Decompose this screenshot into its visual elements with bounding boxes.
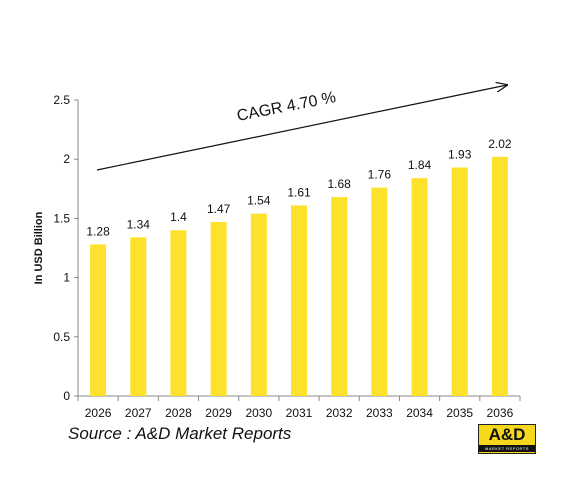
bar <box>170 230 187 396</box>
cagr-arrow <box>96 85 507 171</box>
bar-value-label: 1.54 <box>247 194 271 208</box>
bar-value-label: 1.4 <box>170 210 187 224</box>
bar <box>291 205 307 396</box>
bar <box>411 178 428 396</box>
y-axis-title: In USD Billion <box>33 211 45 284</box>
bar-value-label: 1.76 <box>368 168 392 182</box>
bar-value-label: 1.47 <box>207 202 231 216</box>
bar-value-label: 1.28 <box>86 224 110 238</box>
bar <box>371 187 388 396</box>
bar-value-label: 1.34 <box>127 217 151 231</box>
bar <box>90 244 107 396</box>
y-tick-label: 0.5 <box>53 330 70 344</box>
y-tick-label: 1.5 <box>53 211 70 225</box>
x-tick-label: 2027 <box>125 406 152 420</box>
brand-logo: A&D MARKET REPORTS <box>478 424 536 454</box>
bar <box>451 167 468 396</box>
bar-value-label: 1.93 <box>448 147 472 161</box>
source-note: Source : A&D Market Reports <box>68 424 292 443</box>
y-tick-label: 1 <box>63 271 70 285</box>
x-tick-label: 2028 <box>165 406 192 420</box>
x-tick-label: 2031 <box>286 406 313 420</box>
cagr-annotation: CAGR 4.70 % <box>236 89 338 125</box>
x-tick-label: 2033 <box>366 406 393 420</box>
bar-value-label: 1.68 <box>328 177 352 191</box>
x-tick-label: 2035 <box>446 406 473 420</box>
x-tick-label: 2029 <box>205 406 232 420</box>
logo-subtext: MARKET REPORTS <box>479 445 535 452</box>
bar <box>491 156 508 396</box>
bar <box>250 213 267 396</box>
bar <box>331 197 348 396</box>
logo-text: A&D <box>488 425 526 444</box>
bar <box>210 221 227 396</box>
bar <box>130 237 147 396</box>
x-tick-label: 2032 <box>326 406 353 420</box>
x-tick-label: 2030 <box>245 406 272 420</box>
y-tick-label: 2.5 <box>53 93 70 107</box>
bar-value-label: 2.02 <box>488 137 512 151</box>
y-tick-label: 2 <box>63 152 70 166</box>
y-tick-label: 0 <box>63 389 70 403</box>
x-tick-label: 2036 <box>487 406 514 420</box>
x-tick-label: 2034 <box>406 406 433 420</box>
bar-value-label: 1.61 <box>287 185 311 199</box>
bar-value-label: 1.84 <box>408 158 432 172</box>
x-tick-label: 2026 <box>85 406 112 420</box>
